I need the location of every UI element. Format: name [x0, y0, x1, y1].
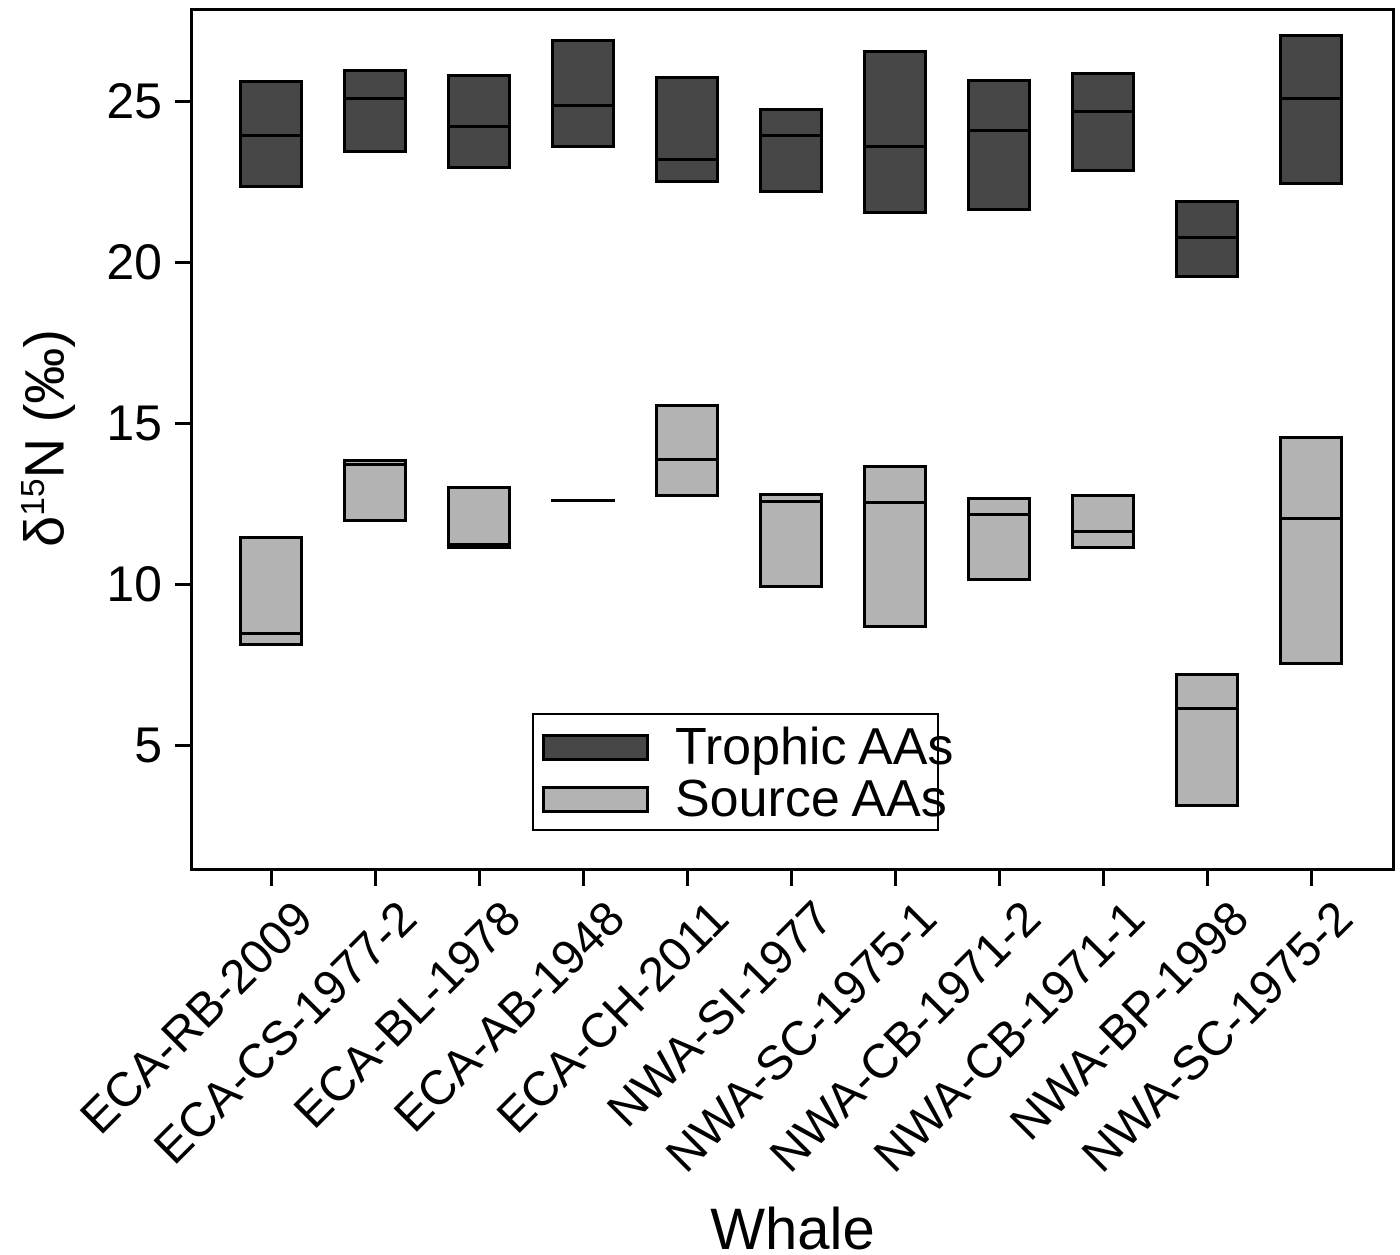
- box-source-aas-NWA-CB-1971-1: [1071, 494, 1135, 549]
- median-line: [866, 501, 924, 505]
- y-tick-label-15: 15: [106, 395, 162, 452]
- median-line: [1074, 110, 1132, 114]
- legend: Trophic AAs Source AAs: [532, 713, 953, 831]
- box-source-aas-NWA-SC-1975-2: [1279, 436, 1343, 665]
- median-line: [450, 124, 508, 128]
- median-line: [762, 499, 820, 503]
- box-source-aas-ECA-RB-2009: [239, 536, 303, 646]
- box-source-aas-ECA-AB-1948: [551, 499, 615, 503]
- legend-row-trophic: Trophic AAs: [542, 721, 953, 773]
- box-source-aas-ECA-CS-1977-2: [343, 458, 407, 522]
- x-tick-NWA-SC-1975-2: [1309, 871, 1313, 886]
- x-axis-title: Whale: [710, 1197, 875, 1255]
- x-tick-NWA-CB-1971-1: [1101, 871, 1105, 886]
- x-tick-NWA-BP-1998: [1205, 871, 1209, 886]
- plot-area: Trophic AAs Source AAs: [190, 8, 1395, 871]
- box-trophic-aas-NWA-SI-1977: [759, 107, 823, 194]
- median-line: [762, 134, 820, 138]
- median-line: [1074, 530, 1132, 534]
- x-tick-NWA-SC-1975-1: [893, 871, 897, 886]
- box-trophic-aas-NWA-CB-1971-1: [1071, 72, 1135, 173]
- box-trophic-aas-ECA-AB-1948: [551, 38, 615, 149]
- box-source-aas-NWA-SI-1977: [759, 492, 823, 588]
- y-axis-title-superscript: 15: [14, 478, 52, 516]
- y-tick-label-25: 25: [106, 73, 162, 130]
- median-line: [970, 512, 1028, 516]
- median-line: [554, 103, 612, 107]
- median-line: [242, 134, 300, 138]
- median-line: [346, 97, 404, 101]
- box-trophic-aas-ECA-RB-2009: [239, 80, 303, 189]
- legend-label-source: Source AAs: [675, 770, 947, 828]
- box-source-aas-NWA-CB-1971-2: [967, 497, 1031, 582]
- y-axis-title-rest: N (‰): [12, 329, 76, 479]
- y-tick-label-10: 10: [106, 556, 162, 613]
- median-line: [970, 129, 1028, 133]
- median-line: [866, 145, 924, 149]
- y-axis-title: δ15N (‰): [12, 329, 77, 547]
- y-tick-10: [175, 582, 190, 586]
- x-tick-NWA-CB-1971-2: [997, 871, 1001, 886]
- median-line: [242, 631, 300, 635]
- median-line: [658, 457, 716, 461]
- box-trophic-aas-NWA-CB-1971-2: [967, 78, 1031, 211]
- legend-row-source: Source AAs: [542, 773, 947, 825]
- y-tick-label-20: 20: [106, 234, 162, 291]
- box-trophic-aas-NWA-BP-1998: [1175, 199, 1239, 279]
- y-tick-label-5: 5: [134, 717, 162, 774]
- x-tick-NWA-SI-1977: [789, 871, 793, 886]
- median-line: [450, 543, 508, 547]
- box-source-aas-ECA-BL-1978: [447, 486, 511, 549]
- median-line: [1282, 517, 1340, 521]
- x-tick-ECA-BL-1978: [477, 871, 481, 886]
- y-axis-title-delta: δ: [12, 515, 76, 547]
- median-line: [1282, 97, 1340, 101]
- source-swatch: [542, 785, 649, 813]
- median-line: [1178, 235, 1236, 239]
- x-tick-ECA-AB-1948: [581, 871, 585, 886]
- legend-label-trophic: Trophic AAs: [675, 718, 954, 776]
- y-tick-20: [175, 260, 190, 264]
- y-tick-5: [175, 743, 190, 747]
- box-source-aas-NWA-BP-1998: [1175, 672, 1239, 807]
- y-tick-25: [175, 99, 190, 103]
- box-trophic-aas-ECA-CS-1977-2: [343, 69, 407, 153]
- median-line: [658, 158, 716, 162]
- box-trophic-aas-ECA-BL-1978: [447, 74, 511, 169]
- x-tick-ECA-RB-2009: [269, 871, 273, 886]
- x-tick-ECA-CH-2011: [685, 871, 689, 886]
- box-source-aas-ECA-CH-2011: [655, 404, 719, 498]
- median-line: [1178, 707, 1236, 711]
- box-trophic-aas-NWA-SC-1975-1: [863, 49, 927, 215]
- x-tick-ECA-CS-1977-2: [373, 871, 377, 886]
- box-trophic-aas-ECA-CH-2011: [655, 75, 719, 184]
- box-source-aas-NWA-SC-1975-1: [863, 465, 927, 628]
- trophic-swatch: [542, 733, 649, 761]
- box-trophic-aas-NWA-SC-1975-2: [1279, 33, 1343, 186]
- median-line: [346, 462, 404, 466]
- y-tick-15: [175, 421, 190, 425]
